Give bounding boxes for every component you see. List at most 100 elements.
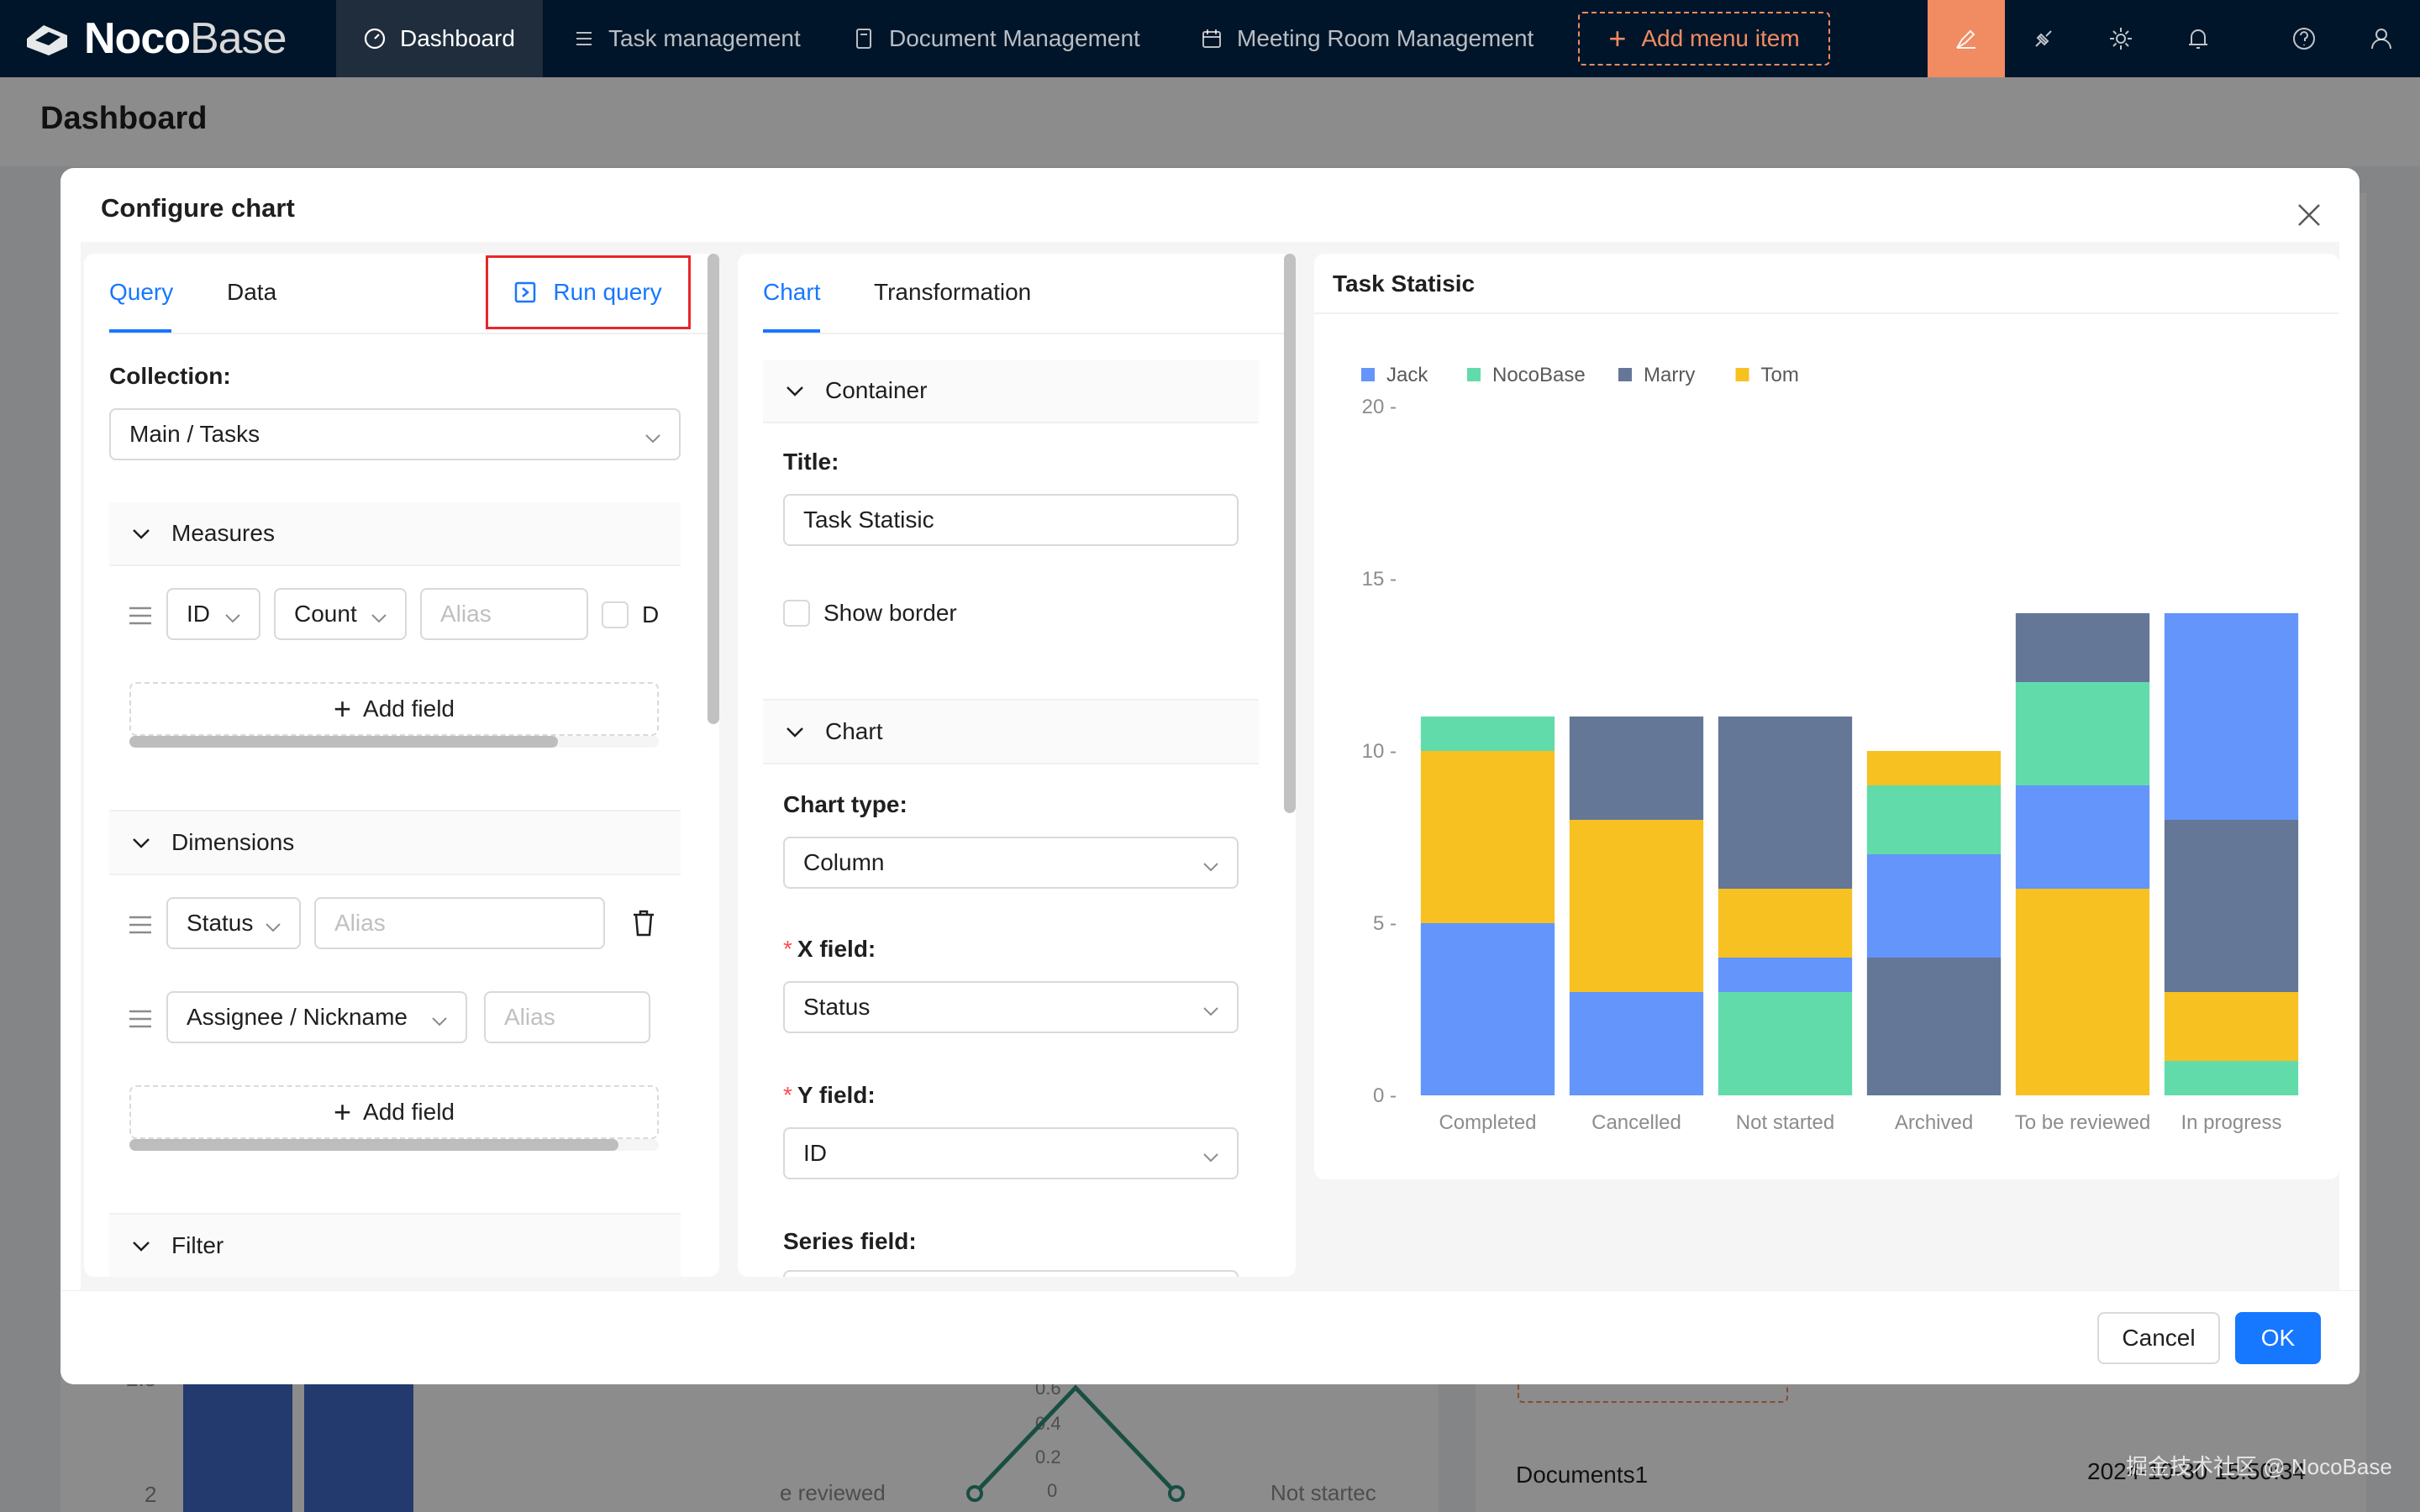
delete-icon[interactable] (630, 909, 657, 937)
filter-title: Filter (171, 1232, 224, 1258)
legend-label-nocobase: NocoBase (1492, 364, 1586, 386)
dimensions-horizontal-scrollbar[interactable] (129, 1139, 618, 1151)
measures-horizontal-scrollbar[interactable] (129, 736, 558, 748)
section-divider (109, 1213, 681, 1215)
run-query-icon (515, 281, 536, 303)
ok-button[interactable]: OK (2235, 1312, 2321, 1364)
add-dimension-field-button[interactable]: + Add field (129, 1085, 659, 1139)
dimension-alias-placeholder: Alias (504, 1004, 555, 1030)
cancel-button[interactable]: Cancel (2097, 1312, 2220, 1364)
collection-label-text: Collection (109, 363, 224, 389)
bar-jack (1866, 854, 2002, 958)
add-measure-field-button[interactable]: + Add field (129, 682, 659, 736)
x-field-value: Status (803, 994, 871, 1020)
chart-config-scrollbar[interactable] (1284, 254, 1296, 813)
drag-handle-icon[interactable] (128, 605, 153, 627)
dimension-alias-input[interactable]: Alias (484, 991, 650, 1043)
x-field-select[interactable]: Status (783, 981, 1239, 1033)
filter-section-header[interactable]: Filter (109, 1215, 681, 1277)
dimension-field-select[interactable]: Assignee / Nickname (166, 991, 467, 1043)
add-menu-item-button[interactable]: + Add menu item (1578, 12, 1830, 66)
chevron-down-icon (1202, 1000, 1220, 1018)
y-tick-label: 15 - (1362, 568, 1397, 591)
background-radar-tick: 0.2 (1035, 1446, 1061, 1467)
active-tab-indicator (109, 329, 171, 333)
measure-aggregation-select[interactable]: Count (274, 588, 407, 640)
query-panel-scrollbar[interactable] (708, 254, 719, 724)
logo-text-bold: Noco (84, 14, 191, 63)
bar-nocobase (2164, 1061, 2299, 1095)
chart-type-label-text: Chart type (783, 791, 900, 817)
nav-item-task-management[interactable]: Task management (571, 0, 801, 77)
legend-label-marry: Marry (1644, 364, 1695, 386)
plus-icon: + (1608, 21, 1627, 55)
top-navigation-bar: NocoBase Dashboard Task management Docum… (0, 0, 2420, 77)
bar-marry (1718, 717, 1853, 889)
nocobase-logo[interactable]: NocoBase (24, 14, 287, 63)
bar-tom (1569, 820, 1704, 992)
chart-section-header[interactable]: Chart (763, 701, 1259, 764)
dimension-field-value: Assignee / Nickname (187, 1004, 408, 1030)
legend-swatch-tom (1735, 368, 1749, 381)
background-bar (183, 1384, 292, 1512)
nav-item-meeting-room-management[interactable]: Meeting Room Management (1200, 0, 1534, 77)
run-query-button[interactable]: Run query (486, 255, 691, 329)
chart-type-select[interactable]: Column (783, 837, 1239, 889)
drag-handle-icon[interactable] (128, 1008, 153, 1030)
measure-field-select[interactable]: ID (166, 588, 260, 640)
dimension-field-select[interactable]: Status (166, 897, 301, 949)
tab-query[interactable]: Query (109, 279, 174, 305)
bar-jack (1718, 958, 1853, 992)
watermark: 掘金技术社区 @ NocoBase (2126, 1454, 2392, 1479)
y-tick-label: 20 - (1362, 396, 1397, 418)
bar-tom (2164, 992, 2299, 1061)
tab-data[interactable]: Data (227, 279, 277, 305)
x-tick-label: Not started (1736, 1111, 1834, 1134)
close-button[interactable] (2296, 202, 2323, 228)
dimensions-section-header[interactable]: Dimensions (109, 811, 681, 875)
run-query-label: Run query (553, 279, 662, 305)
modal-title: Configure chart (101, 193, 295, 223)
plus-icon: + (334, 1095, 352, 1129)
measure-alias-input[interactable]: Alias (420, 588, 588, 640)
container-section-header[interactable]: Container (763, 360, 1259, 423)
chart-config-panel: Chart Transformation (738, 254, 1296, 1277)
chevron-down-icon (133, 529, 150, 539)
chart-title-value: Task Statisic (803, 507, 934, 533)
bar-jack (1569, 992, 1704, 1095)
collection-select[interactable]: Main / Tasks (109, 408, 681, 460)
user-menu-button[interactable] (2343, 0, 2420, 77)
bar-marry (2164, 820, 2299, 992)
y-tick-label: 0 - (1373, 1084, 1397, 1107)
chevron-down-icon (786, 386, 803, 396)
drag-handle-icon[interactable] (128, 914, 153, 936)
nav-item-dashboard[interactable]: Dashboard (336, 0, 543, 77)
tab-transformation[interactable]: Transformation (874, 279, 1032, 305)
x-tick-label: In progress (2181, 1111, 2281, 1134)
chart-title-input[interactable]: Task Statisic (783, 494, 1239, 546)
ui-editor-button[interactable] (1928, 0, 2005, 77)
measures-title: Measures (171, 520, 275, 546)
dashboard-icon (364, 28, 386, 50)
chart-preview-title: Task Statisic (1333, 270, 1476, 297)
chevron-down-icon (133, 838, 150, 848)
plugin-manager-button[interactable] (2005, 0, 2082, 77)
nav-item-document-management[interactable]: Document Management (852, 0, 1140, 77)
y-field-value: ID (803, 1140, 827, 1166)
series-field-label: Series field: (783, 1228, 917, 1254)
bar-nocobase (2015, 682, 2150, 785)
dimension-alias-input[interactable]: Alias (314, 897, 605, 949)
show-border-checkbox[interactable] (783, 600, 810, 627)
settings-button[interactable] (2082, 0, 2160, 77)
tab-chart[interactable]: Chart (763, 279, 821, 305)
measures-section-header[interactable]: Measures (109, 502, 681, 566)
x-tick-label: Completed (1439, 1111, 1536, 1134)
bar-nocobase (1866, 785, 2002, 854)
distinct-checkbox[interactable] (602, 601, 629, 628)
notifications-button[interactable] (2160, 0, 2237, 77)
document-icon (856, 29, 871, 49)
help-button[interactable] (2265, 0, 2343, 77)
y-field-select[interactable]: ID (783, 1127, 1239, 1179)
series-field-select[interactable] (783, 1270, 1239, 1277)
measure-field-value: ID (187, 601, 210, 627)
